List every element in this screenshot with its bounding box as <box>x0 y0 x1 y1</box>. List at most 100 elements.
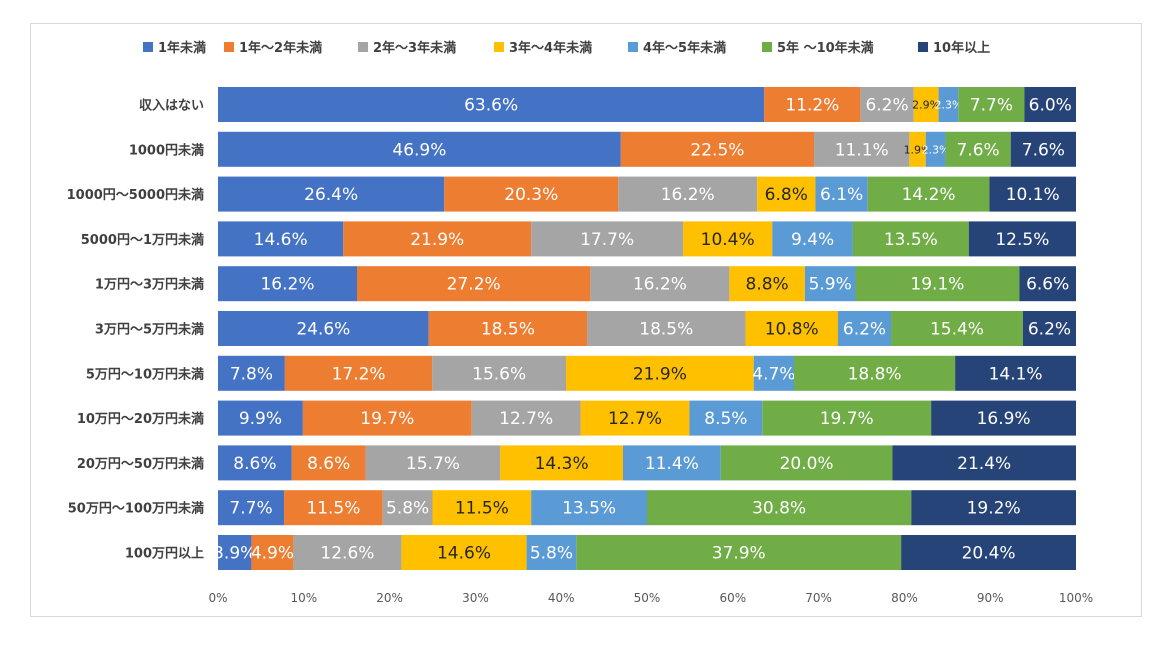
data-label: 16.2% <box>260 275 314 295</box>
bar-segment <box>218 131 621 167</box>
bar-segment <box>689 400 763 436</box>
data-label: 7.6% <box>956 140 999 160</box>
bars: 63.6% 11.2% 6.2% 2.9%2.3% 7.7% 6.0%46.9% 22.5%… <box>213 87 1076 570</box>
bar-segment <box>251 535 294 570</box>
legend-swatch <box>143 42 153 52</box>
bar-segment <box>284 490 383 526</box>
bar-segment <box>356 266 591 302</box>
bar-segment <box>757 176 816 212</box>
legend-swatch <box>628 42 638 52</box>
data-label: 16.2% <box>633 275 687 295</box>
data-label: 19.7% <box>820 409 874 429</box>
category-label: 1000円未満 <box>129 142 204 158</box>
data-label: 12.5% <box>995 230 1049 250</box>
bar-segment <box>590 266 730 302</box>
bar-segment <box>1024 87 1076 122</box>
bar-segment <box>218 266 357 302</box>
data-label: 7.7% <box>229 499 272 519</box>
data-label: 5.8% <box>386 499 429 519</box>
data-label: 21.4% <box>957 454 1011 474</box>
bar-segment <box>526 535 577 570</box>
tick-label: 0% <box>208 591 227 605</box>
data-label: 4.9% <box>251 544 294 564</box>
bar-segment <box>218 490 285 526</box>
bar-segment <box>432 355 566 391</box>
bar-segment <box>647 490 912 526</box>
bar-segment <box>892 445 1076 481</box>
bar-segment <box>218 311 429 346</box>
data-label: 11.5% <box>306 499 360 519</box>
data-label: 46.9% <box>392 140 446 160</box>
data-label: 11.1% <box>835 140 889 160</box>
data-label: 9.4% <box>791 230 834 250</box>
data-label: 6.1% <box>820 185 863 205</box>
data-label: 6.6% <box>1026 275 1069 295</box>
bar-segment <box>745 311 838 346</box>
bar-segment <box>913 87 939 122</box>
data-label: 17.2% <box>332 364 386 384</box>
data-label: 16.9% <box>977 409 1031 429</box>
data-label: 18.5% <box>481 320 535 340</box>
bar-segment <box>218 535 252 570</box>
bar-segment <box>753 355 794 391</box>
data-label: 12.6% <box>320 544 374 564</box>
data-label: 2.3% <box>922 143 950 156</box>
data-label: 14.6% <box>437 544 491 564</box>
legend-swatch <box>918 42 928 52</box>
data-label: 10.1% <box>1006 185 1060 205</box>
bar-segment <box>580 400 690 436</box>
data-label: 24.6% <box>296 320 350 340</box>
category-label: 20万円～50万円未満 <box>77 456 204 472</box>
bar-segment <box>968 221 1076 257</box>
bar-segment <box>762 400 932 436</box>
category-label: 5万円～10万円未満 <box>86 366 204 382</box>
data-label: 7.7% <box>970 96 1013 116</box>
bar-segment <box>989 176 1076 212</box>
data-label: 19.1% <box>910 275 964 295</box>
bar-segment <box>218 87 765 122</box>
tick-label: 40% <box>548 591 575 605</box>
bar-segment <box>794 355 956 391</box>
bar-segment <box>683 221 773 257</box>
bar-segment <box>620 131 815 167</box>
bar-segment <box>815 176 868 212</box>
bar-segment <box>855 266 1020 302</box>
bar-segment <box>618 176 758 212</box>
data-label: 3.9% <box>213 544 256 564</box>
bar-segment <box>401 535 527 570</box>
data-label: 14.2% <box>902 185 956 205</box>
tick-label: 50% <box>634 591 661 605</box>
bar-segment <box>891 311 1023 346</box>
data-label: 26.4% <box>304 185 358 205</box>
bar-segment <box>587 311 746 346</box>
data-label: 6.2% <box>865 96 908 116</box>
bar-segment <box>302 400 472 436</box>
legend-label: 2年～3年未満 <box>373 40 456 56</box>
bar-segment <box>218 400 303 436</box>
legend-swatch <box>494 42 504 52</box>
data-label: 11.2% <box>785 96 839 116</box>
bar-segment <box>1010 131 1076 167</box>
bar-segment <box>852 221 969 257</box>
data-label: 6.8% <box>765 185 808 205</box>
bar-segment <box>291 445 366 481</box>
data-label: 27.2% <box>447 275 501 295</box>
bar-segment <box>365 445 501 481</box>
data-label: 18.8% <box>848 364 902 384</box>
data-label: 10.8% <box>765 320 819 340</box>
tick-label: 80% <box>891 591 918 605</box>
bar-segment <box>804 266 856 302</box>
data-label: 11.4% <box>645 454 699 474</box>
data-label: 9.9% <box>239 409 282 429</box>
category-label: 10万円～20万円未満 <box>77 411 204 427</box>
tick-label: 100% <box>1059 591 1093 605</box>
legend-swatch <box>224 42 234 52</box>
bar-segment <box>729 266 805 302</box>
data-label: 6.0% <box>1029 96 1072 116</box>
data-label: 5.9% <box>809 275 852 295</box>
data-label: 2.3% <box>934 99 962 112</box>
data-label: 12.7% <box>499 409 553 429</box>
tick-label: 10% <box>290 591 317 605</box>
data-label: 19.7% <box>360 409 414 429</box>
